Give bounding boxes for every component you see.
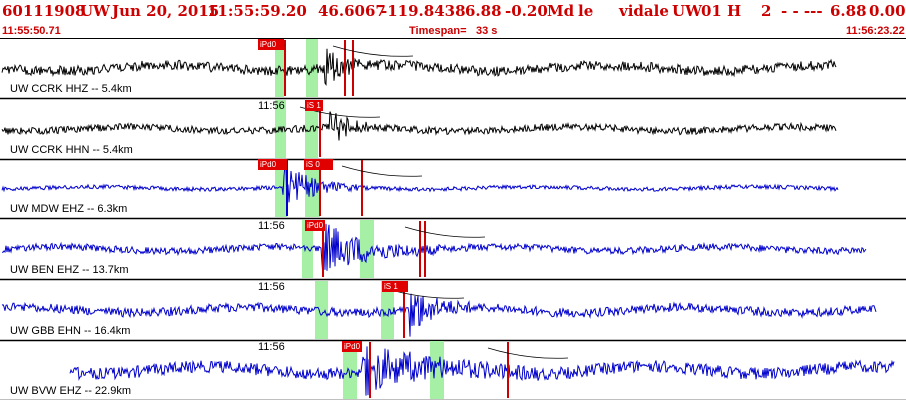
waveform — [69, 346, 895, 396]
event-source: UW — [672, 2, 702, 20]
waveform — [1, 48, 837, 87]
event-mag: -0.20 — [505, 2, 548, 20]
event-analyst: vidale — [619, 2, 669, 20]
event-lat: 46.6067 — [318, 2, 386, 20]
event-time: 11:55:59.20 — [207, 2, 307, 20]
coda-curve — [404, 226, 486, 238]
event-version: 01 — [701, 2, 722, 20]
event-type-code: le — [578, 2, 594, 20]
event-network: UW — [80, 2, 110, 20]
trace-label: UW MDW EHZ -- 6.3km — [10, 203, 128, 215]
pick-window — [360, 220, 374, 278]
trace-time-label: 11:56 — [258, 100, 285, 112]
phase-pick-label[interactable]: iPd0 — [342, 341, 363, 352]
phase-pick-label[interactable]: iPd0 — [305, 220, 326, 231]
waveform — [2, 223, 867, 277]
event-mag-type: Md — [547, 2, 575, 20]
pick-window — [381, 281, 394, 339]
waveform — [1, 111, 837, 141]
event-dashes: - - --- — [781, 2, 823, 20]
trace-time-label: 11:56 — [258, 281, 285, 293]
trace-label: UW CCRK HHN -- 5.4km — [10, 144, 133, 156]
coda-curve — [341, 165, 423, 177]
pick-window — [305, 100, 318, 158]
trace-label: UW CCRK HHZ -- 5.4km — [10, 83, 132, 95]
trace-label: UW BVW EHZ -- 22.9km — [10, 385, 132, 397]
timespan-value: 33 s — [476, 25, 498, 37]
coda-curve — [332, 45, 414, 57]
trace-label: UW GBB EHN -- 16.4km — [10, 325, 131, 337]
coda-curve — [487, 347, 569, 359]
trace-label: UW BEN EHZ -- 13.7km — [10, 264, 129, 276]
event-depth2: 6.88 — [830, 2, 867, 20]
event-depth: 6.88 — [465, 2, 502, 20]
phase-pick-label[interactable]: iPd0 — [258, 159, 287, 170]
phase-pick-label[interactable]: iS 1 — [382, 281, 408, 292]
pick-window — [315, 281, 328, 339]
pick-window — [343, 341, 357, 399]
phase-pick-label[interactable]: iPd0 — [258, 39, 284, 50]
end-time: 11:56:23.22 — [846, 25, 905, 37]
event-num: 2 — [761, 2, 772, 20]
phase-pick-label[interactable]: iS 0 — [304, 159, 333, 170]
phase-pick-label[interactable]: iS 1 — [305, 100, 323, 111]
event-extra: 0.00 — [869, 2, 906, 20]
timespan-label: Timespan= — [409, 25, 467, 37]
event-id: 60111908 — [2, 2, 86, 20]
pick-window — [302, 220, 313, 278]
event-date: Jun 20, 2015 — [112, 2, 220, 20]
event-header: 60111908 UW Jun 20, 2015 11:55:59.20 46.… — [0, 0, 906, 22]
start-time: 11:55:50.71 — [2, 25, 61, 37]
trace-time-label: 11:56 — [258, 220, 285, 232]
pick-window — [275, 39, 284, 97]
event-lon: -119.8438 — [381, 2, 466, 20]
event-flag: H — [727, 2, 742, 20]
pick-window — [430, 341, 444, 399]
trace-time-label: 11:56 — [258, 341, 285, 353]
waveform — [1, 293, 877, 337]
waveform — [1, 165, 839, 208]
